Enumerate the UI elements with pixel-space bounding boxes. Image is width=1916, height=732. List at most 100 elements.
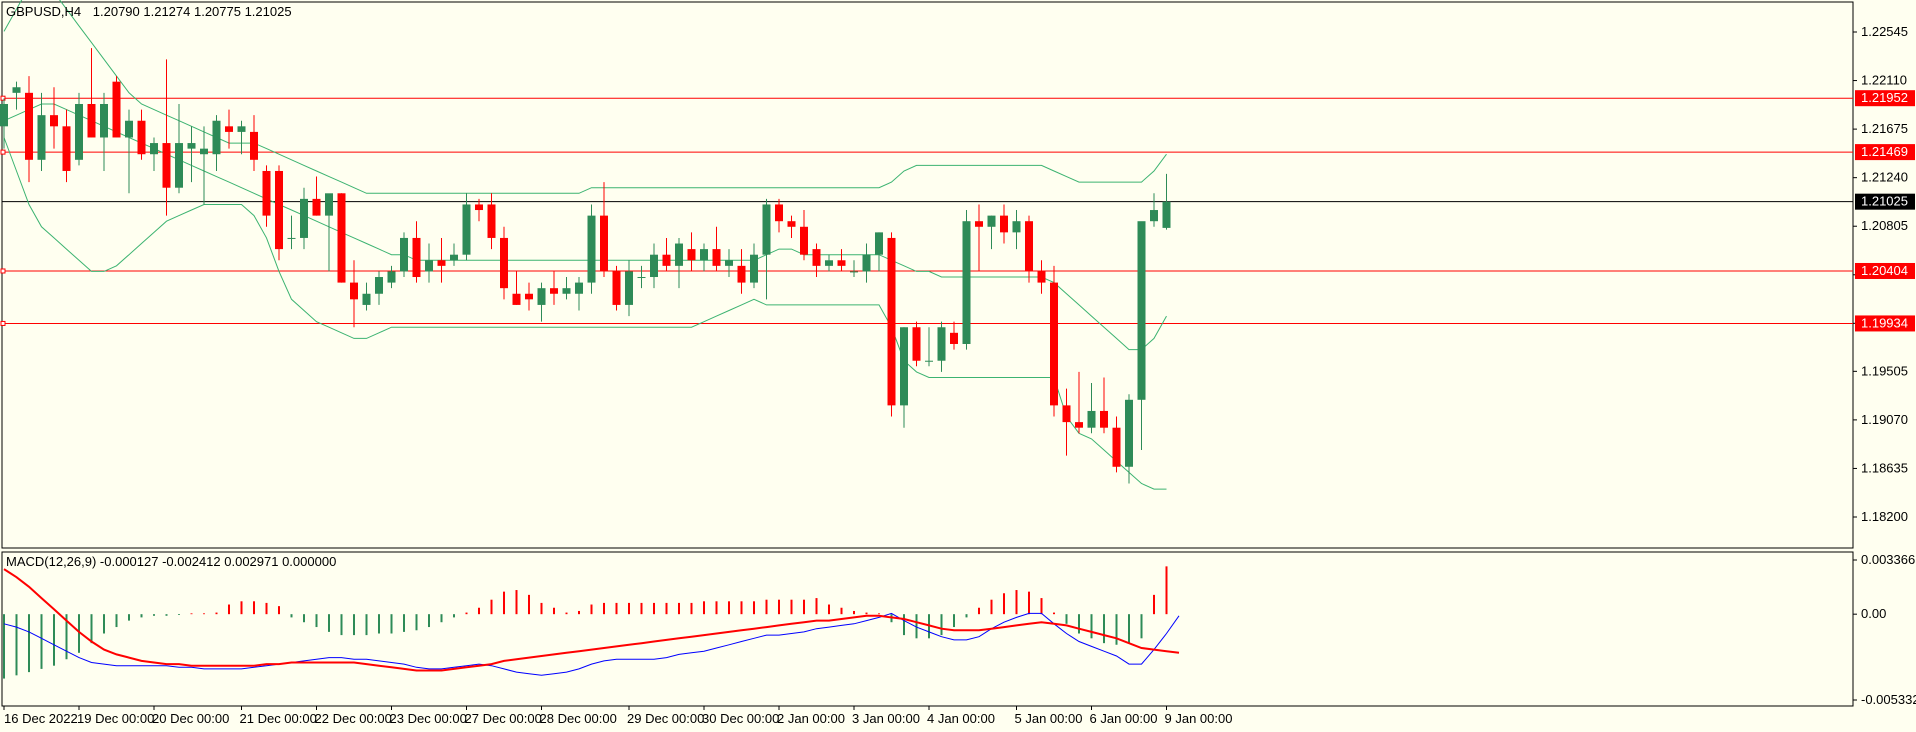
candle-body: [737, 265, 746, 283]
time-tick-label: 16 Dec 2022: [4, 711, 78, 726]
candle: [550, 271, 558, 305]
candle: [737, 249, 746, 294]
candle: [775, 198, 783, 233]
macd-header: MACD(12,26,9) -0.000127 -0.002412 0.0029…: [6, 554, 336, 569]
ohlc-values: 1.20790 1.21274 1.20775 1.21025: [93, 4, 292, 19]
candle-body: [375, 277, 383, 294]
candle-body: [25, 92, 33, 160]
candle: [450, 243, 458, 266]
candle-body: [400, 237, 408, 272]
candle-body: [150, 143, 158, 155]
macd-tick-label: -0.005332: [1861, 692, 1916, 707]
candle-body: [837, 260, 846, 266]
candle-body: [1137, 221, 1146, 400]
horizontal-levels[interactable]: [0, 95, 1853, 326]
candle-body: [675, 243, 683, 266]
candle-body: [900, 327, 908, 406]
candle-body: [537, 288, 546, 305]
candle-body: [125, 120, 133, 138]
candle-body: [625, 271, 633, 305]
candle: [575, 277, 583, 311]
candle: [312, 176, 321, 216]
candle: [975, 204, 983, 272]
time-tick-label: 30 Dec 00:00: [702, 711, 779, 726]
candle-body: [662, 254, 671, 266]
level-price-box: [1855, 315, 1915, 332]
candle: [937, 321, 946, 372]
time-tick-label: 22 Dec 00:00: [315, 711, 392, 726]
candle-body: [287, 237, 296, 239]
candle: [1150, 193, 1158, 227]
level-handle-1[interactable]: [0, 95, 6, 101]
candle-body: [575, 282, 583, 294]
candle: [487, 193, 496, 250]
candle: [675, 237, 683, 289]
candle-body: [187, 143, 196, 149]
candle: [950, 321, 958, 350]
candle: [275, 165, 283, 261]
candle-body: [0, 103, 8, 127]
candle-body: [87, 103, 96, 138]
macd-main-line: [3, 612, 1180, 676]
candle-body: [750, 254, 758, 283]
level-price-label: 1.20404: [1861, 263, 1908, 278]
candle-body: [650, 254, 658, 278]
macd-panel-frame: [1, 551, 1854, 707]
candle: [862, 243, 871, 283]
candle: [525, 282, 533, 311]
candle-body: [562, 288, 571, 294]
candle: [225, 109, 233, 149]
candle: [150, 137, 158, 171]
level-handle-2[interactable]: [0, 149, 6, 155]
candle-body: [487, 204, 496, 238]
time-tick-label: 23 Dec 00:00: [390, 711, 467, 726]
candle: [162, 59, 171, 216]
macd-tick-label: 0.00: [1861, 606, 1886, 621]
price-tick-label: 1.18200: [1861, 509, 1908, 524]
candle-body: [762, 204, 771, 255]
candle-body: [225, 126, 233, 132]
candle: [812, 243, 821, 278]
candle-body: [387, 271, 396, 283]
candle-body: [875, 232, 883, 255]
candle-body: [100, 103, 108, 138]
candle-body: [637, 277, 646, 279]
time-tick-label: 9 Jan 00:00: [1165, 711, 1233, 726]
level-price-box: [1855, 90, 1915, 107]
candle: [362, 282, 371, 311]
time-tick-label: 20 Dec 00:00: [152, 711, 229, 726]
candle: [962, 210, 971, 350]
candle-body: [450, 254, 458, 261]
candle-body: [37, 115, 46, 160]
candle: [1075, 371, 1083, 434]
level-price-label: 1.21952: [1861, 90, 1908, 105]
candle: [900, 327, 908, 428]
candle-body: [950, 332, 958, 344]
time-tick-label: 28 Dec 00:00: [540, 711, 617, 726]
macd-signal-line: [3, 568, 1180, 672]
time-tick-label: 27 Dec 00:00: [465, 711, 542, 726]
candle: [475, 198, 483, 222]
candle-body: [787, 221, 796, 227]
candle-body: [362, 293, 371, 305]
candle: [200, 126, 208, 205]
candle: [850, 260, 858, 278]
candle-body: [812, 249, 821, 266]
level-handle-3[interactable]: [0, 268, 6, 274]
candle: [562, 277, 571, 300]
candle-body: [1150, 210, 1158, 222]
candle: [62, 109, 71, 183]
band-lower: [3, 137, 1167, 490]
level-handle-4[interactable]: [0, 320, 6, 326]
candle: [75, 92, 83, 166]
candle-body: [462, 204, 471, 255]
level-price-label: 1.19934: [1861, 315, 1908, 330]
candle-body: [437, 260, 446, 266]
candle: [637, 265, 646, 289]
candle: [625, 260, 633, 317]
candle-body: [587, 215, 596, 283]
candle: [600, 182, 608, 278]
